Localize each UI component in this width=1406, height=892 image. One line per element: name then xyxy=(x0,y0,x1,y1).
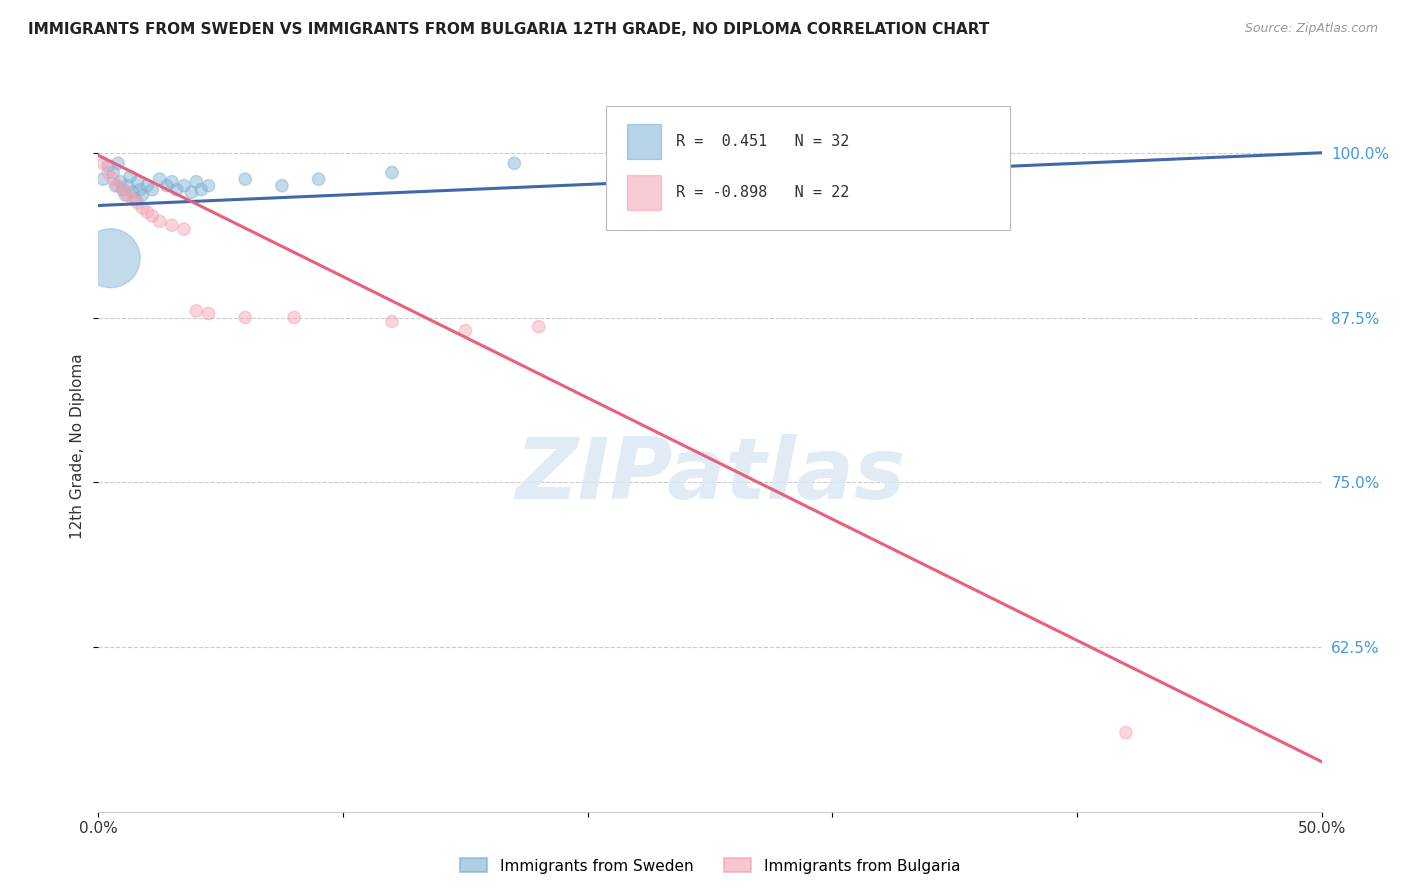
Point xyxy=(121,192,143,206)
Point xyxy=(120,169,142,184)
Point xyxy=(149,214,172,228)
Point xyxy=(1115,725,1137,739)
Legend: Immigrants from Sweden, Immigrants from Bulgaria: Immigrants from Sweden, Immigrants from … xyxy=(460,858,960,873)
Point xyxy=(131,201,153,215)
Point xyxy=(454,324,477,338)
Text: ZIPatlas: ZIPatlas xyxy=(515,434,905,516)
Point xyxy=(166,183,188,197)
FancyBboxPatch shape xyxy=(627,124,661,160)
Point xyxy=(111,183,134,197)
Point xyxy=(136,205,159,219)
Point xyxy=(233,172,256,186)
FancyBboxPatch shape xyxy=(606,106,1010,230)
Point xyxy=(173,222,195,236)
Point xyxy=(141,183,163,197)
Point xyxy=(104,178,127,193)
Point xyxy=(129,183,152,197)
Text: IMMIGRANTS FROM SWEDEN VS IMMIGRANTS FROM BULGARIA 12TH GRADE, NO DIPLOMA CORREL: IMMIGRANTS FROM SWEDEN VS IMMIGRANTS FRO… xyxy=(28,22,990,37)
Point xyxy=(173,178,195,193)
Point xyxy=(156,178,179,193)
Point xyxy=(190,183,212,197)
Point xyxy=(91,172,114,186)
Point xyxy=(117,188,139,202)
Point xyxy=(186,304,208,318)
FancyBboxPatch shape xyxy=(627,176,661,211)
Point xyxy=(160,175,183,189)
Point xyxy=(110,175,132,189)
Point xyxy=(381,165,404,179)
Point xyxy=(127,195,149,210)
Text: R =  0.451   N = 32: R = 0.451 N = 32 xyxy=(676,134,849,149)
Point xyxy=(186,175,208,189)
Point xyxy=(180,186,202,200)
Point xyxy=(136,178,159,193)
Point xyxy=(107,156,129,170)
Point xyxy=(381,314,404,328)
Point xyxy=(114,188,136,202)
Point xyxy=(101,165,124,179)
Point xyxy=(101,172,124,186)
Point xyxy=(503,156,526,170)
Text: Source: ZipAtlas.com: Source: ZipAtlas.com xyxy=(1244,22,1378,36)
Point xyxy=(97,165,120,179)
Point xyxy=(283,310,305,325)
Point xyxy=(124,192,146,206)
Point xyxy=(527,319,550,334)
Text: R = -0.898   N = 22: R = -0.898 N = 22 xyxy=(676,186,849,201)
Point xyxy=(127,175,149,189)
Point xyxy=(107,178,129,193)
Point xyxy=(233,310,256,325)
Point xyxy=(131,188,153,202)
Point xyxy=(91,156,114,170)
Point xyxy=(97,159,120,173)
Point xyxy=(100,251,122,265)
Point xyxy=(270,178,294,193)
Point xyxy=(121,186,143,200)
Point xyxy=(197,307,219,321)
Point xyxy=(149,172,172,186)
Y-axis label: 12th Grade, No Diploma: 12th Grade, No Diploma xyxy=(70,353,86,539)
Point xyxy=(117,178,139,193)
Point xyxy=(308,172,330,186)
Point xyxy=(197,178,219,193)
Point xyxy=(160,219,183,233)
Point xyxy=(141,209,163,223)
Point xyxy=(111,183,134,197)
